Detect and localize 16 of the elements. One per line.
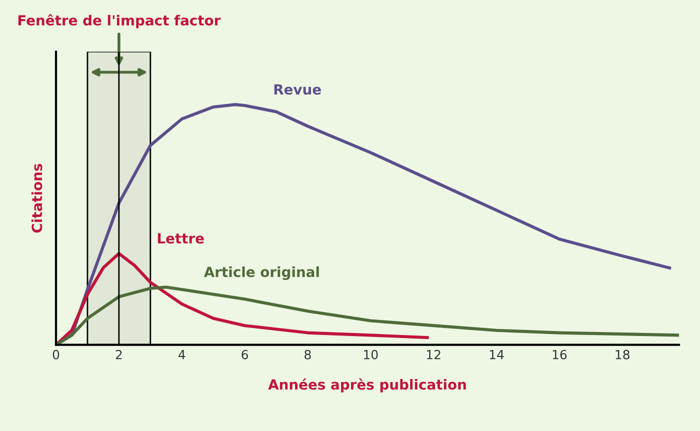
x-tick-label: 16 — [552, 350, 567, 360]
x-tick-label: 10 — [364, 350, 378, 360]
x-tick-label: 8 — [304, 350, 311, 360]
x-tick-label: 18 — [616, 350, 630, 360]
series-label: Article original — [204, 266, 319, 280]
x-tick-label: 12 — [426, 350, 440, 360]
x-tick-label: 14 — [490, 350, 504, 360]
text: Lettre — [158, 233, 204, 244]
x-tick-label: 2 — [116, 350, 122, 360]
x-tick-label: 0 — [52, 350, 60, 360]
x-tick-label: 6 — [242, 350, 248, 360]
series-label: Revue — [274, 84, 321, 95]
y-axis-title: Citations — [31, 164, 42, 233]
x-axis-title: Années après publication — [268, 378, 466, 392]
x-tick-label: 4 — [178, 350, 186, 360]
band-label: Fenêtre de l'impact factor — [18, 14, 221, 28]
